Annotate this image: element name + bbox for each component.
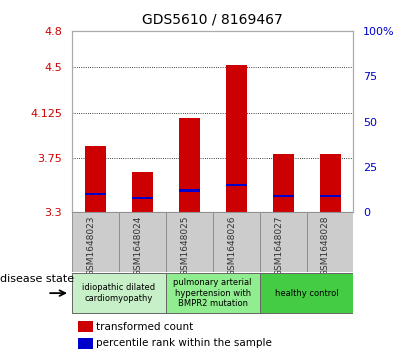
Text: healthy control: healthy control [275,289,338,298]
Bar [78,338,93,348]
Title: GDS5610 / 8169467: GDS5610 / 8169467 [142,13,283,27]
Text: idiopathic dilated
cardiomyopathy: idiopathic dilated cardiomyopathy [82,284,155,303]
Bar [166,212,213,272]
Bar [307,212,353,272]
Bar [119,212,166,272]
Text: GSM1648027: GSM1648027 [274,215,283,276]
Bar [226,65,247,212]
Bar [260,273,353,313]
Bar [226,184,247,186]
Bar [166,273,260,313]
Bar [319,195,341,197]
Text: GSM1648028: GSM1648028 [321,215,330,276]
Bar [85,146,106,212]
Text: percentile rank within the sample: percentile rank within the sample [96,338,272,348]
Text: pulmonary arterial
hypertension with
BMPR2 mutation: pulmonary arterial hypertension with BMP… [173,278,252,308]
Text: GSM1648026: GSM1648026 [227,215,236,276]
Bar [260,212,307,272]
Bar [132,172,153,212]
Bar [72,212,119,272]
Bar [85,193,106,195]
Bar [272,195,294,197]
Bar [272,154,294,212]
Bar [179,118,200,212]
Text: transformed count: transformed count [96,322,194,331]
Text: GSM1648025: GSM1648025 [180,215,189,276]
Bar [319,154,341,212]
Text: GSM1648024: GSM1648024 [133,215,142,276]
Bar [213,212,260,272]
Text: GSM1648023: GSM1648023 [86,215,95,276]
Bar [78,321,93,332]
Bar [179,189,200,192]
Text: disease state: disease state [0,274,74,284]
Bar [72,273,166,313]
Bar [132,197,153,199]
